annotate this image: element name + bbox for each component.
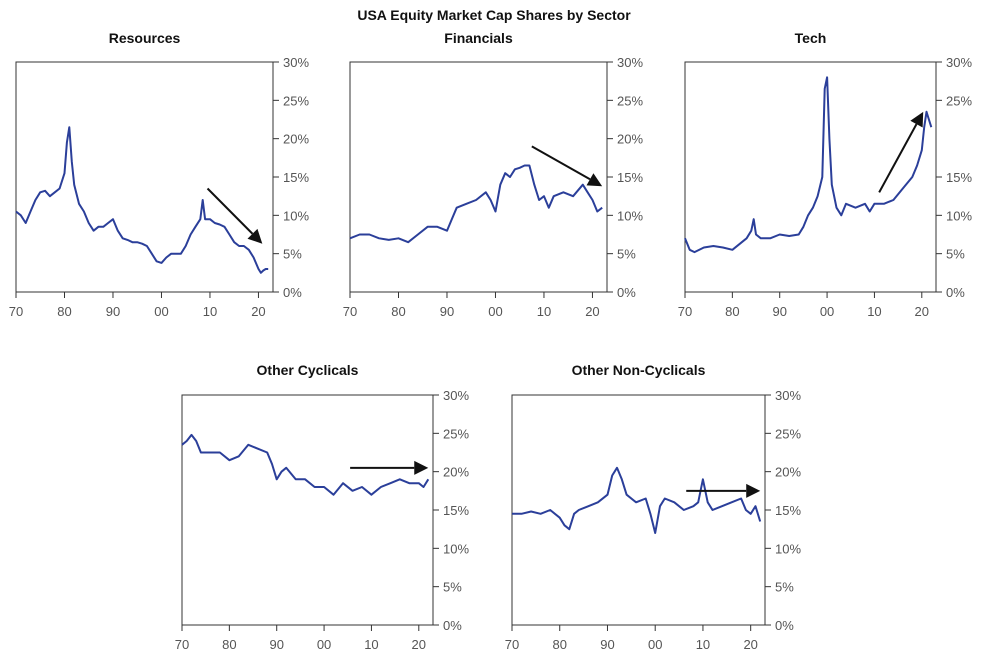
y-tick-label: 5% [946,247,965,262]
y-tick-label: 5% [617,247,636,262]
y-tick-label: 15% [775,503,801,518]
chart-other-cyclicals: Other Cyclicals 0% 5% 10% 15% 20% 25% 30% 70 80 90… [175,362,470,652]
chart-financials: Financials 0% 5% 10% 15% 20% 25% 30% 70 80 90 00 10 2… [343,30,644,319]
x-tick-label: 20 [251,304,265,319]
y-tick-label: 10% [946,208,972,223]
x-tick-label: 80 [391,304,405,319]
x-tick-label: 10 [203,304,217,319]
y-tick-label: 10% [775,541,801,556]
y-tick-label: 30% [946,55,972,70]
x-tick-label: 00 [648,637,662,652]
y-tick-label: 20% [617,132,643,147]
x-tick-label: 90 [600,637,614,652]
x-tick-label: 90 [269,637,283,652]
x-tick-label: 80 [57,304,71,319]
trend-arrow-head [586,173,603,187]
plot-frame [684,61,937,293]
plot-frame [181,394,434,626]
y-tick-label: 30% [617,55,643,70]
y-tick-label: 25% [283,93,309,108]
x-tick-label: 70 [343,304,357,319]
x-tick-label: 00 [488,304,502,319]
series-line [15,126,269,274]
x-tick-label: 90 [106,304,120,319]
y-tick-label: 20% [775,465,801,480]
x-tick-label: 20 [743,637,757,652]
trend-arrow-line [878,123,918,193]
panel-title: Other Cyclicals [257,362,359,378]
y-tick-label: 25% [946,93,972,108]
series-line [349,164,603,244]
trend-arrow-line [206,187,254,235]
x-tick-label: 00 [317,637,331,652]
series-line [512,466,762,534]
x-tick-label: 10 [537,304,551,319]
y-tick-label: 20% [283,132,309,147]
y-tick-label: 25% [617,93,643,108]
series-line [684,76,933,254]
x-tick-label: 80 [725,304,739,319]
y-tick-label: 25% [775,426,801,441]
panel-title: Tech [795,30,827,46]
x-tick-label: 90 [772,304,786,319]
figure-title: USA Equity Market Cap Shares by Sector [357,7,631,23]
trend-arrow-head [910,111,924,128]
y-tick-label: 15% [443,503,469,518]
chart-resources: Resources 0% 5% 10% 15% 20% 25% 30% 70 80 90 00 10 20 [9,30,310,319]
chart-other-non-cyclicals: Other Non-Cyclicals 0% 5% 10% 15% 20% 25% 30% 70… [505,362,802,652]
y-tick-label: 5% [283,247,302,262]
series-line [181,433,430,496]
x-tick-label: 20 [412,637,426,652]
x-tick-label: 70 [175,637,189,652]
x-tick-label: 10 [867,304,881,319]
trend-arrow-head [414,460,429,475]
y-tick-label: 20% [443,465,469,480]
y-tick-label: 5% [775,580,794,595]
panel-title: Financials [444,30,513,46]
trend-arrow-head [247,228,263,244]
plot-frame [349,61,608,293]
y-tick-label: 30% [283,55,309,70]
trend-arrow-line [531,145,591,181]
y-tick-label: 0% [946,285,965,300]
y-tick-label: 15% [283,170,309,185]
x-tick-label: 70 [9,304,23,319]
x-tick-label: 20 [585,304,599,319]
y-tick-label: 30% [775,388,801,403]
x-tick-label: 70 [678,304,692,319]
x-tick-label: 70 [505,637,519,652]
y-tick-label: 10% [617,208,643,223]
y-tick-label: 10% [443,541,469,556]
x-tick-label: 00 [154,304,168,319]
chart-tech: Tech 0% 5% 10% 15% 25% 30% 70 80 90 00 10 20 [678,30,973,319]
plot-frame [15,61,274,293]
y-tick-label: 0% [443,618,462,633]
panel-title: Other Non-Cyclicals [572,362,706,378]
y-tick-label: 5% [443,580,462,595]
y-tick-label: 15% [946,170,972,185]
y-tick-label: 25% [443,426,469,441]
y-tick-label: 0% [617,285,636,300]
y-tick-label: 10% [283,208,309,223]
y-tick-label: 15% [617,170,643,185]
x-tick-label: 00 [820,304,834,319]
x-tick-label: 20 [915,304,929,319]
panel-title: Resources [109,30,181,46]
x-tick-label: 80 [553,637,567,652]
trend-arrow-head [746,483,761,498]
x-tick-label: 90 [440,304,454,319]
y-tick-label: 0% [775,618,794,633]
x-tick-label: 10 [364,637,378,652]
x-tick-label: 80 [222,637,236,652]
chart-panels: Resources 0% 5% 10% 15% 20% 25% 30% 70 80 90 00 10 20… [9,30,973,652]
y-tick-label: 0% [283,285,302,300]
x-tick-label: 10 [696,637,710,652]
y-tick-label: 30% [443,388,469,403]
